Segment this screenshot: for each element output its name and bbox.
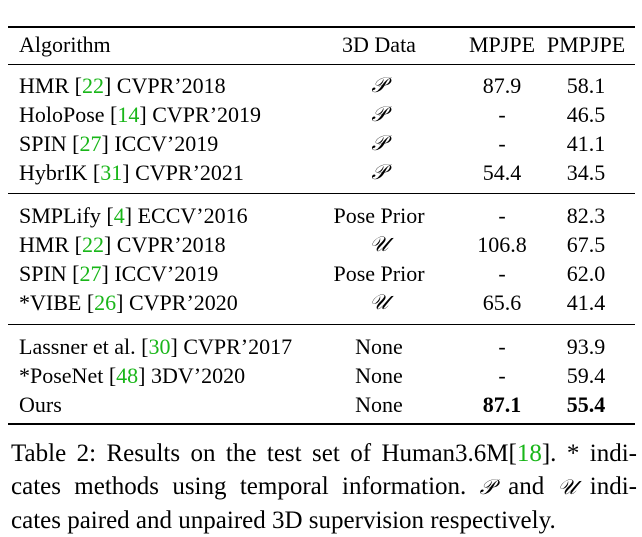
citation-link[interactable]: 27	[79, 131, 102, 156]
paired-symbol: 𝒫	[479, 475, 495, 499]
caption-line: Table 2: Results on the test set of Huma…	[11, 440, 637, 467]
data3d-cell: 𝒫	[371, 73, 387, 97]
header-rule	[8, 64, 635, 65]
data3d-cell: None	[355, 334, 403, 359]
mpjpe-cell: 87.9	[482, 73, 522, 98]
table-row: *VIBE [26] CVPR’2020 𝒰 65.6 41.4	[0, 288, 642, 317]
data3d-cell: 𝒫	[371, 131, 387, 155]
pmpjpe-cell: 41.1	[566, 131, 606, 156]
pmpjpe-cell: 46.5	[566, 102, 606, 127]
citation-link[interactable]: 26	[94, 290, 117, 315]
table-row: HybrIK [31] CVPR’2021 𝒫 54.4 34.5	[0, 158, 642, 187]
pmpjpe-cell: 67.5	[566, 232, 606, 257]
data3d-cell: None	[355, 392, 403, 417]
citation-link[interactable]: 4	[113, 203, 125, 228]
mpjpe-cell: -	[498, 363, 506, 388]
header-pmpjpe: PMPJPE	[546, 32, 626, 57]
algorithm-cell: Lassner et al. [30] CVPR’2017	[19, 334, 293, 359]
pmpjpe-cell: 58.1	[566, 73, 606, 98]
data3d-cell: 𝒰	[369, 290, 389, 314]
header-3d-data: 3D Data	[342, 32, 416, 57]
mpjpe-cell: -	[498, 261, 506, 286]
citation-link[interactable]: 18	[516, 440, 542, 467]
algorithm-cell: SPIN [27] ICCV’2019	[19, 131, 219, 156]
mpjpe-cell: -	[498, 102, 506, 127]
table-row: SPIN [27] ICCV’2019 𝒫 - 41.1	[0, 129, 642, 158]
table-caption: Table 2: Results on the test set of Huma…	[11, 437, 637, 537]
pmpjpe-cell: 62.0	[566, 261, 606, 286]
data3d-cell: None	[355, 363, 403, 388]
mpjpe-cell: -	[498, 131, 506, 156]
algorithm-cell: Ours	[19, 392, 62, 417]
algorithm-cell: HMR [22] CVPR’2018	[19, 73, 226, 98]
mpjpe-cell: 65.6	[482, 290, 522, 315]
table-row: SMPLify [4] ECCV’2016 Pose Prior - 82.3	[0, 201, 642, 230]
algorithm-cell: SMPLify [4] ECCV’2016	[19, 203, 248, 228]
caption-line: cates paired and unpaired 3D supervision…	[11, 507, 556, 534]
table-row: *PoseNet [48] 3DV’2020 None - 59.4	[0, 361, 642, 390]
table-row: SPIN [27] ICCV’2019 Pose Prior - 62.0	[0, 259, 642, 288]
table-row: HMR [22] CVPR’2018 𝒰 106.8 67.5	[0, 230, 642, 259]
algorithm-cell: SPIN [27] ICCV’2019	[19, 261, 219, 286]
pmpjpe-cell-best: 55.4	[566, 392, 606, 417]
table-row: HoloPose [14] CVPR’2019 𝒫 - 46.5	[0, 100, 642, 129]
mpjpe-cell: 54.4	[482, 160, 522, 185]
pmpjpe-cell: 59.4	[566, 363, 606, 388]
header-algorithm: Algorithm	[19, 32, 111, 57]
citation-link[interactable]: 27	[79, 261, 102, 286]
data3d-cell: 𝒫	[371, 102, 387, 126]
pmpjpe-cell: 93.9	[566, 334, 606, 359]
citation-link[interactable]: 22	[81, 232, 104, 257]
algorithm-cell: HybrIK [31] CVPR’2021	[19, 160, 244, 185]
group-rule	[8, 193, 635, 194]
mpjpe-cell: -	[498, 334, 506, 359]
table-row: HMR [22] CVPR’2018 𝒫 87.9 58.1	[0, 71, 642, 100]
table-header-row: Algorithm 3D Data MPJPE PMPJPE	[0, 30, 642, 59]
algorithm-cell: *PoseNet [48] 3DV’2020	[19, 363, 246, 388]
data3d-cell: Pose Prior	[333, 261, 425, 286]
algorithm-cell: HMR [22] CVPR’2018	[19, 232, 226, 257]
citation-link[interactable]: 30	[148, 334, 171, 359]
citation-link[interactable]: 22	[81, 73, 104, 98]
citation-link[interactable]: 14	[117, 102, 140, 127]
table-row: Lassner et al. [30] CVPR’2017 None - 93.…	[0, 332, 642, 361]
algorithm-cell: *VIBE [26] CVPR’2020	[19, 290, 238, 315]
unpaired-symbol: 𝒰	[557, 475, 577, 499]
pmpjpe-cell: 34.5	[566, 160, 606, 185]
citation-link[interactable]: 48	[116, 363, 139, 388]
group-rule	[8, 324, 635, 325]
header-mpjpe: MPJPE	[468, 32, 536, 57]
pmpjpe-cell: 82.3	[566, 203, 606, 228]
caption-line: cates methods using temporal information…	[11, 473, 637, 500]
citation-link[interactable]: 31	[100, 160, 123, 185]
data3d-cell: 𝒫	[371, 160, 387, 184]
mpjpe-cell: -	[498, 203, 506, 228]
mpjpe-cell: 106.8	[477, 232, 527, 257]
table-row-ours: Ours None 87.1 55.4	[0, 390, 642, 419]
pmpjpe-cell: 41.4	[566, 290, 606, 315]
data3d-cell: Pose Prior	[333, 203, 425, 228]
data3d-cell: 𝒰	[369, 232, 389, 256]
mpjpe-cell-best: 87.1	[482, 392, 522, 417]
bottom-rule	[8, 423, 635, 425]
top-rule	[8, 26, 635, 28]
algorithm-cell: HoloPose [14] CVPR’2019	[19, 102, 262, 127]
